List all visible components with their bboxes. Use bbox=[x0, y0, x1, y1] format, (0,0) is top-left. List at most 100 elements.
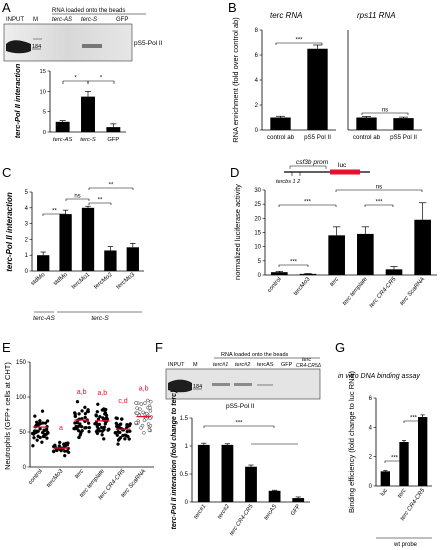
panel-c-sig-4-label: ** bbox=[109, 183, 114, 189]
panel-a-sig-2-label: * bbox=[100, 76, 103, 82]
chart-d-ytick-label: 0 bbox=[258, 273, 262, 279]
chart-c-bar bbox=[126, 247, 139, 271]
chart-e-point bbox=[73, 421, 77, 425]
chart-e-sig: c,d bbox=[118, 398, 127, 405]
chart-e-point bbox=[103, 422, 108, 426]
chart-g-ylabel: Binding efficiency (fold change to luc R… bbox=[347, 370, 356, 513]
panel-b-title-terc: terc RNA bbox=[270, 11, 302, 20]
chart-f-bar bbox=[292, 498, 305, 502]
chart-e-point bbox=[121, 433, 125, 438]
chart-e-point bbox=[102, 425, 107, 429]
chart-e-point bbox=[99, 425, 104, 430]
panel-f-marker: 184 bbox=[193, 384, 202, 390]
chart-e-point bbox=[79, 424, 84, 429]
chart-e-point bbox=[86, 421, 91, 425]
panel-f-lane-cr4cr5: CR4-CR5Δ bbox=[296, 363, 322, 369]
chart-d-ytick-label: 15 bbox=[254, 231, 261, 237]
chart-e-point bbox=[83, 411, 88, 416]
chart-e-point bbox=[107, 427, 111, 431]
chart-e-point bbox=[138, 407, 142, 411]
chart-e-point bbox=[33, 414, 37, 418]
chart-d-ytick-label: 30 bbox=[254, 188, 261, 194]
chart-f-xlabel: terc#2 bbox=[217, 503, 232, 520]
chart-e-point bbox=[44, 427, 49, 432]
panel-d-sig-2-line bbox=[278, 204, 337, 207]
chart-d-ytick-label: 10 bbox=[254, 245, 261, 251]
chart-c-ytick-label: 1 bbox=[25, 253, 29, 259]
chart-e-point bbox=[96, 402, 100, 406]
chart-f-bar bbox=[221, 444, 234, 502]
chart-c-ytick-label: 2 bbox=[25, 237, 29, 243]
chart-e-point bbox=[116, 424, 120, 429]
chart-e-point bbox=[62, 444, 67, 448]
chart-b1-ytick-label: 4 bbox=[255, 78, 259, 84]
panel-d-sig-2: *** bbox=[278, 200, 337, 207]
panel-g-sig-1-label: *** bbox=[391, 456, 399, 462]
chart-c-ytick-label: 4 bbox=[25, 206, 29, 212]
panel-f-sig-line bbox=[203, 425, 275, 428]
panel-letter-f: F bbox=[155, 340, 163, 355]
panel-c-sig-4-line bbox=[88, 187, 134, 190]
chart-d-bar bbox=[299, 273, 317, 275]
chart-a-xlabel: terc-S bbox=[80, 137, 96, 143]
panel-letter-g: G bbox=[335, 340, 345, 355]
chart-a-bar bbox=[106, 127, 121, 132]
chart-e-point bbox=[124, 433, 128, 438]
chart-e-point bbox=[63, 453, 67, 458]
panel-d-prom-label: csf3b prom bbox=[296, 159, 329, 166]
chart-e-point bbox=[116, 438, 121, 442]
panel-a-lane-gfp: GFP bbox=[116, 17, 128, 23]
chart-e-point bbox=[31, 432, 36, 436]
panel-b-sig-rps11-line bbox=[361, 112, 409, 115]
chart-b1-xlabel: control ab bbox=[267, 134, 295, 141]
panel-a-lane-terc-s: terc-S bbox=[81, 17, 97, 23]
panel-c-sig-1-label: ** bbox=[52, 209, 57, 215]
chart-b1-ylabel: RNA enrichment (fold over control ab) bbox=[231, 17, 240, 143]
chart-e-point bbox=[143, 401, 147, 405]
chart-g-ytick-label: 4 bbox=[369, 425, 373, 431]
chart-e-point bbox=[77, 412, 81, 416]
chart-f-ytick-label: 0.5 bbox=[180, 472, 189, 478]
chart-a-ytick-label: 10 bbox=[40, 89, 46, 95]
chart-e-point bbox=[87, 425, 92, 430]
panel-f-band-tercas bbox=[257, 384, 273, 386]
chart-e-ytick-label: 100 bbox=[16, 395, 27, 401]
chart-e-point bbox=[35, 438, 39, 442]
chart-e-xlabel: terc bbox=[74, 468, 85, 480]
chart-b1-ytick-label: 0 bbox=[255, 128, 259, 134]
chart-e-ytick-label: 0 bbox=[23, 465, 27, 471]
chart-e-point bbox=[51, 444, 56, 449]
panel-a-sig-1-label: * bbox=[74, 76, 77, 82]
chart-c-xlabel: tercMo1 bbox=[71, 272, 92, 291]
panel-f-sig: *** bbox=[203, 421, 275, 428]
panel-letter-a: A bbox=[2, 0, 11, 15]
chart-b1: 0 2 4 6 8 control ab pS5 Pol II RNA enrichment … bbox=[231, 17, 336, 143]
panel-c-sig-2-label: ns bbox=[74, 194, 80, 200]
chart-a-ytick-label: 5 bbox=[43, 110, 46, 116]
panel-f-lane-tercas: tercAS bbox=[257, 362, 274, 368]
panel-f-lane-gfp: GFP bbox=[281, 362, 293, 368]
chart-g-ytick-label: 2 bbox=[369, 455, 373, 461]
chart-e-point bbox=[46, 431, 50, 435]
chart-e-point bbox=[98, 414, 102, 419]
panel-f-blot-label: pS5-Pol II bbox=[226, 403, 255, 410]
panel-c-sig-1: ** bbox=[42, 209, 67, 216]
chart-c-ylabel: terc-Pol II interaction bbox=[5, 192, 14, 272]
chart-e-point bbox=[148, 409, 153, 413]
panel-a-header: RNA loaded onto the beads bbox=[52, 8, 125, 14]
chart-e-point bbox=[139, 402, 144, 406]
panel-d-sig-3: *** bbox=[364, 200, 394, 207]
chart-e-point bbox=[127, 437, 131, 441]
chart-e-point bbox=[142, 431, 146, 435]
chart-f-xlabel: terc CR4-CR5 bbox=[229, 503, 255, 537]
panel-f-lane-m: M bbox=[193, 362, 198, 368]
chart-e-point bbox=[104, 416, 108, 420]
chart-b2-xlabel: control ab bbox=[353, 134, 381, 141]
panel-c-group-s: terc-S bbox=[91, 315, 109, 322]
chart-e-point bbox=[45, 419, 50, 423]
chart-c-xlabel: tercMo3 bbox=[116, 272, 137, 291]
chart-f-bar bbox=[268, 490, 281, 502]
chart-e-point bbox=[31, 444, 35, 448]
